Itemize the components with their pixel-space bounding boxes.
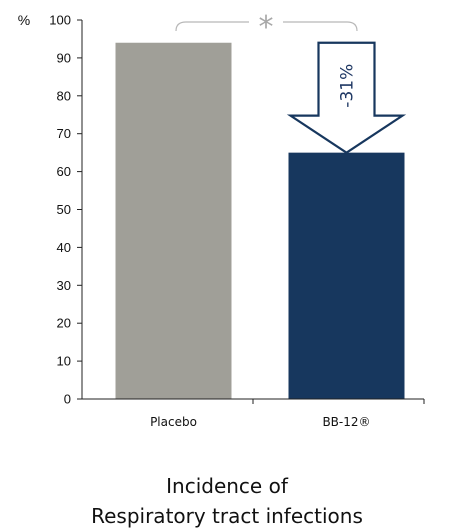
significance-bracket xyxy=(175,21,358,32)
y-unit-label: % xyxy=(18,12,30,28)
y-tick-label: 30 xyxy=(57,278,71,293)
y-tick-label: 10 xyxy=(57,354,71,369)
x-category-label: BB-12® xyxy=(322,415,370,429)
y-tick-label: 0 xyxy=(64,392,71,407)
x-axis: Placebo BB-12® xyxy=(82,398,425,429)
y-tick-label: 20 xyxy=(57,316,71,331)
y-tick-label: 40 xyxy=(57,240,71,255)
y-tick-label: 100 xyxy=(49,13,71,28)
y-tick-label: 70 xyxy=(57,126,71,141)
x-category-label: Placebo xyxy=(150,415,197,429)
difference-label: -31% xyxy=(338,64,358,108)
reduction-arrow xyxy=(286,41,407,154)
y-axis: 0 10 20 30 40 50 60 70 80 90 100 xyxy=(49,13,83,407)
y-tick-label: 50 xyxy=(57,202,71,217)
y-tick-label: 90 xyxy=(57,50,71,65)
y-tick-label: 80 xyxy=(57,88,71,103)
bar-bb12 xyxy=(288,152,405,399)
chart-title-line-1: Incidence of xyxy=(166,474,289,498)
annotations: * -31% xyxy=(175,10,407,154)
y-tick-label: 60 xyxy=(57,164,71,179)
significance-star: * xyxy=(259,10,274,45)
bar-placebo xyxy=(115,42,232,400)
bars xyxy=(115,42,405,400)
chart-title-line-2: Respiratory tract infections xyxy=(91,504,363,528)
